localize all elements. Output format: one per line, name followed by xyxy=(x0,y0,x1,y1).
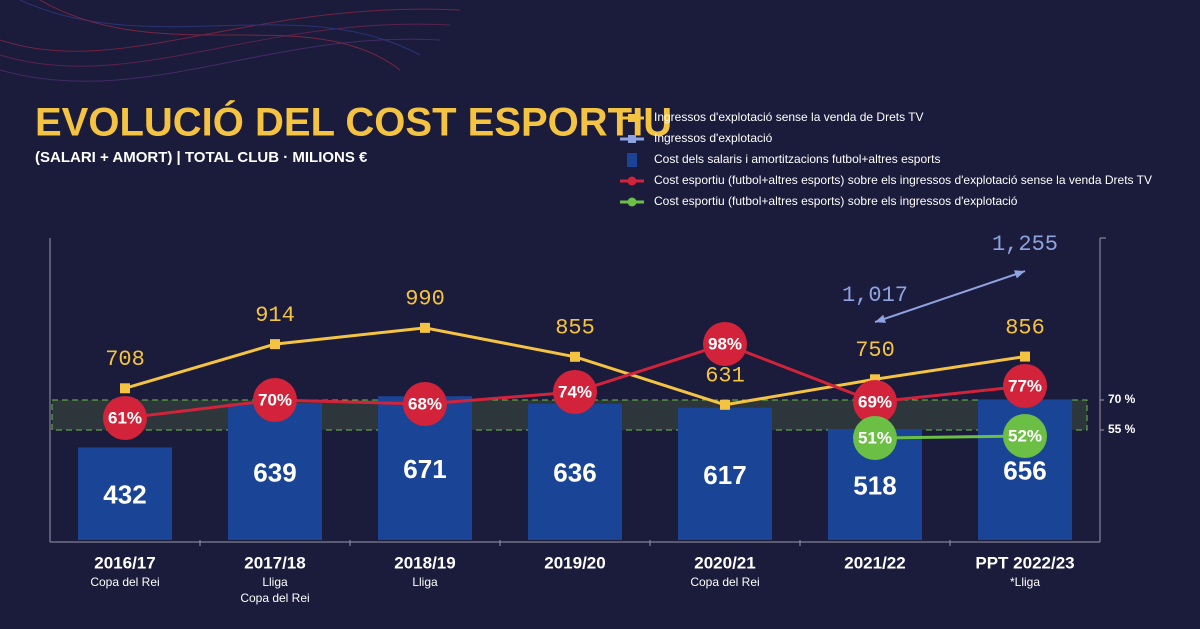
point xyxy=(853,380,897,424)
category-note: Lliga xyxy=(412,575,438,589)
arrow-head xyxy=(1014,270,1025,279)
point xyxy=(703,322,747,366)
legend-marker xyxy=(628,135,636,143)
bar-label: 432 xyxy=(103,480,146,510)
category-note: Copa del Rei xyxy=(240,591,309,605)
legend-label: Cost dels salaris i amortitzacions futbo… xyxy=(654,152,940,166)
point xyxy=(570,351,580,362)
x-tick-label: 2019/20 xyxy=(544,553,605,572)
legend-label: Ingressos d'explotació sense la venda de… xyxy=(654,110,924,124)
legend-marker xyxy=(627,153,637,167)
category-note: Copa del Rei xyxy=(90,575,159,589)
bar-label: 656 xyxy=(1003,456,1046,486)
point xyxy=(420,322,430,333)
point xyxy=(1003,364,1047,408)
x-tick-label: 2018/19 xyxy=(394,553,455,572)
point xyxy=(253,378,297,422)
data-label: 914 xyxy=(255,303,295,328)
legend-marker xyxy=(627,176,637,186)
data-label: 98% xyxy=(708,334,742,353)
chart-subtitle: (SALARI + AMORT) | TOTAL CLUB · MILIONS … xyxy=(35,149,368,166)
legend-marker xyxy=(627,197,637,207)
decoration xyxy=(0,0,461,82)
point xyxy=(270,339,280,350)
data-label: 631 xyxy=(705,364,745,389)
data-label: 61% xyxy=(108,408,142,427)
chart-title: EVOLUCIÓ DEL COST ESPORTIU xyxy=(35,99,672,145)
y2-tick-label: 70 % xyxy=(1108,392,1136,406)
bar-label: 639 xyxy=(253,457,296,487)
arrow-head xyxy=(875,314,886,323)
line xyxy=(874,434,1026,440)
data-label: 750 xyxy=(855,338,895,363)
data-label: 70% xyxy=(258,390,292,409)
category-note: Lliga xyxy=(262,575,288,589)
category-note: *Lliga xyxy=(1010,575,1040,589)
x-tick-label: 2020/21 xyxy=(694,553,755,572)
data-label: 77% xyxy=(1008,376,1042,395)
bar-label: 636 xyxy=(553,458,596,488)
x-tick-label: PPT 2022/23 xyxy=(975,553,1074,572)
bar xyxy=(228,403,322,540)
point xyxy=(1003,414,1047,458)
data-label: 51% xyxy=(858,428,892,447)
x-tick-label: 2016/17 xyxy=(94,553,155,572)
data-label: 52% xyxy=(1008,426,1042,445)
legend-label: Ingressos d'explotació xyxy=(654,131,773,145)
point xyxy=(553,370,597,414)
x-tick-label: 2021/22 xyxy=(844,553,905,572)
point xyxy=(1020,351,1030,362)
point xyxy=(403,382,447,426)
data-label: 69% xyxy=(858,392,892,411)
data-label: 68% xyxy=(408,394,442,413)
bar-label: 671 xyxy=(403,454,446,484)
bar-label: 518 xyxy=(853,470,896,500)
point xyxy=(103,396,147,440)
bar xyxy=(678,407,772,540)
data-label: 74% xyxy=(558,382,592,401)
point xyxy=(120,383,130,394)
point xyxy=(720,399,730,410)
data-label: 990 xyxy=(405,287,445,312)
x-tick-label: 2017/18 xyxy=(244,553,305,572)
legend-marker xyxy=(628,114,636,122)
category-note: Copa del Rei xyxy=(690,575,759,589)
line xyxy=(874,270,1026,324)
point xyxy=(853,416,897,460)
data-label: 1,017 xyxy=(842,283,908,308)
data-label: 1,255 xyxy=(992,232,1058,257)
bar-label: 617 xyxy=(703,460,746,490)
point xyxy=(870,374,880,385)
data-label: 855 xyxy=(555,316,595,341)
legend-label: Cost esportiu (futbol+altres esports) so… xyxy=(654,173,1152,187)
y2-tick-label: 55 % xyxy=(1108,422,1136,436)
bar xyxy=(78,447,172,540)
data-label: 708 xyxy=(105,347,145,372)
bar xyxy=(528,403,622,540)
data-label: 856 xyxy=(1005,315,1045,340)
legend-label: Cost esportiu (futbol+altres esports) so… xyxy=(654,194,1018,208)
